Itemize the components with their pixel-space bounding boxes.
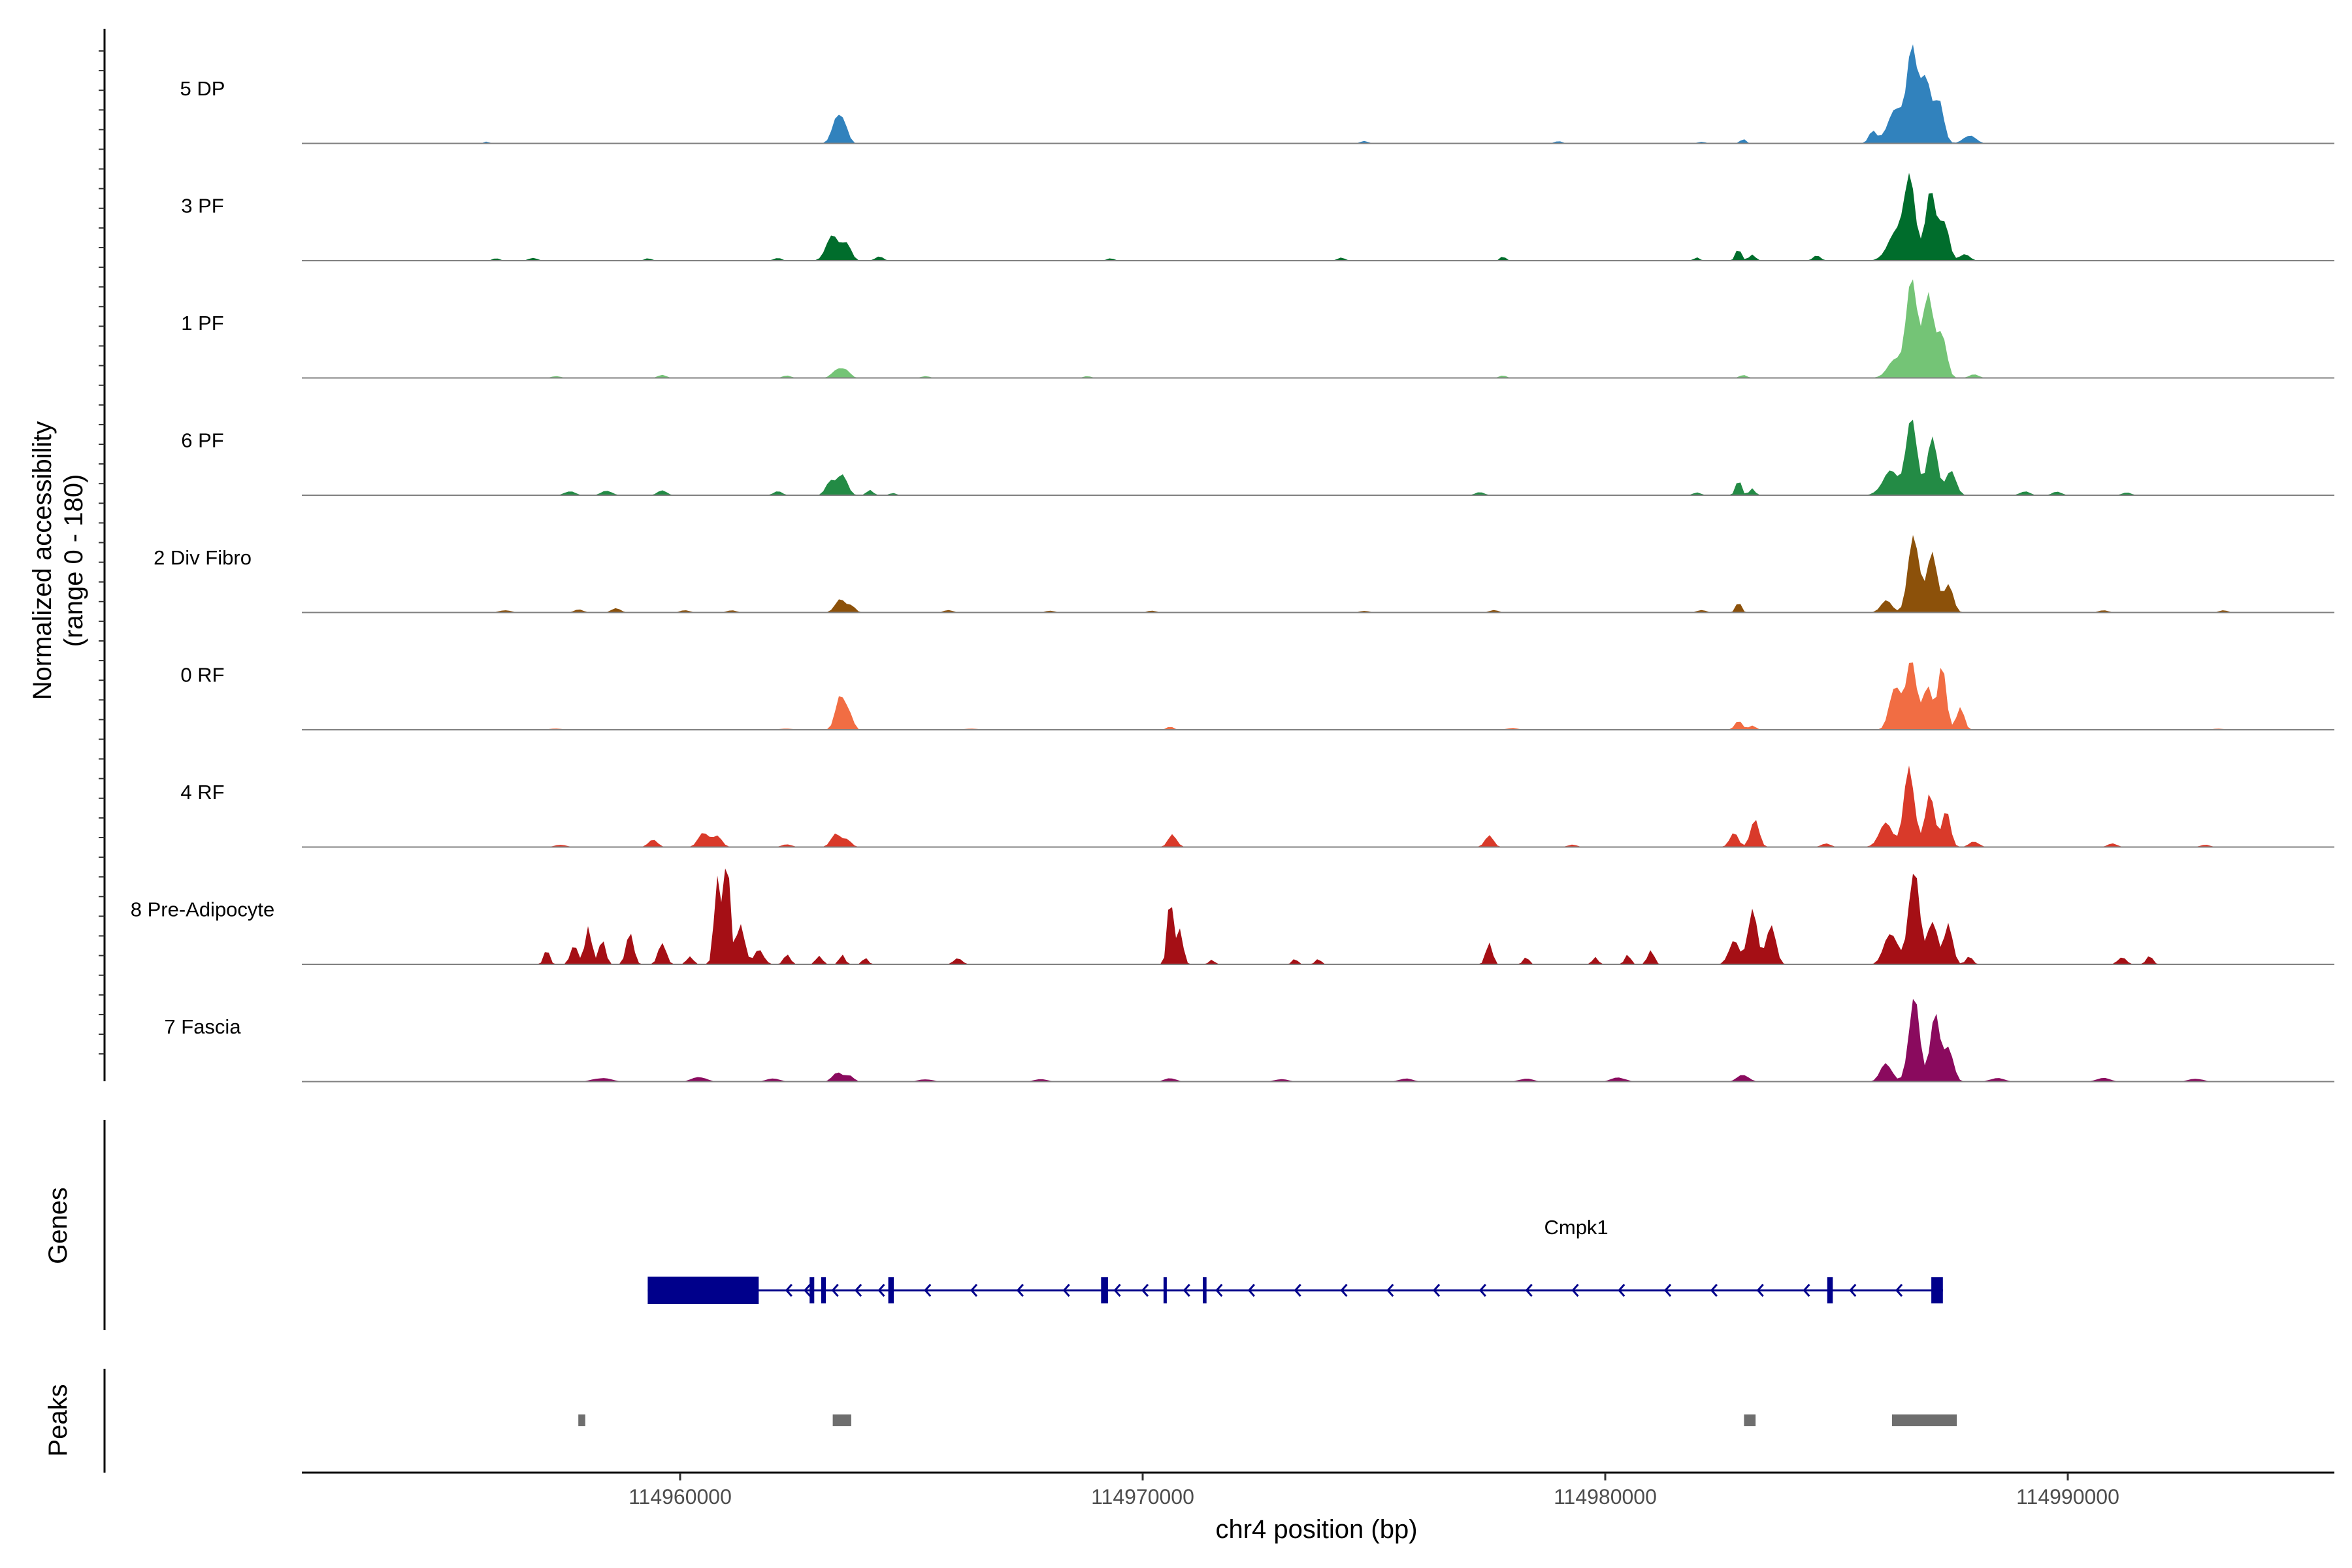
peaks-panel: Peaks <box>44 1369 1957 1473</box>
track-label-6-pf: 6 PF <box>181 429 223 452</box>
track-label-4-rf: 4 RF <box>180 781 224 804</box>
peak-regions <box>578 1414 1957 1426</box>
track-label-7-fascia: 7 Fascia <box>164 1015 241 1038</box>
coverage-area-2-div-fibro <box>302 534 2334 613</box>
gene-strand-arrow <box>1183 1284 1190 1297</box>
track-label-3-pf: 3 PF <box>181 195 223 218</box>
peak-region-bar <box>1892 1414 1957 1426</box>
peak-region-bar <box>578 1414 585 1426</box>
gene-strand-arrow <box>877 1284 885 1297</box>
gene-strand-arrow <box>924 1284 932 1297</box>
coverage-area-1-pf <box>302 279 2334 378</box>
x-tick-label: 114970000 <box>1091 1485 1194 1509</box>
coverage-area-7-fascia <box>302 998 2334 1082</box>
gene-exon <box>1163 1277 1167 1303</box>
gene-strand-arrow <box>1433 1284 1441 1297</box>
gene-strand-arrow <box>831 1284 839 1297</box>
gene-strand-arrow <box>785 1284 792 1297</box>
x-axis-title: chr4 position (bp) <box>1215 1515 1417 1544</box>
gene-strand-arrow <box>1478 1284 1486 1297</box>
gene-strand-arrow <box>1525 1284 1533 1297</box>
gene-exon <box>1827 1277 1833 1303</box>
gene-strand-arrow <box>1756 1284 1764 1297</box>
gene-exon <box>647 1277 759 1304</box>
gene-strand-arrow <box>1386 1284 1394 1297</box>
gene-strand-arrow <box>1664 1284 1672 1297</box>
track-label-8-pre-adipocyte: 8 Pre-Adipocyte <box>131 898 275 921</box>
x-axis: 114960000 114970000 114980000 114990000 chr… <box>302 1471 2334 1544</box>
gene-strand-arrow <box>1247 1284 1255 1297</box>
gene-strand-arrow <box>1618 1284 1625 1297</box>
x-tick-label: 114980000 <box>1554 1485 1657 1509</box>
genes-panel-title: Genes <box>44 1187 73 1264</box>
gene-strand-arrow <box>970 1284 978 1297</box>
gene-exon <box>888 1277 894 1303</box>
coverage-area-6-pf <box>302 419 2334 495</box>
track-labels: 5 DP 3 PF 1 PF 6 PF 2 Div Fibro 0 RF 4 RF 8 Pre… <box>131 77 275 1038</box>
gene-strand-arrow <box>1215 1284 1223 1297</box>
genes-panel: Genes Cmpk1 <box>44 1120 1943 1330</box>
track-label-1-pf: 1 PF <box>181 312 223 335</box>
gene-strand-arrow <box>1340 1284 1348 1297</box>
gene-strand-arrow <box>1803 1284 1810 1297</box>
gene-strand-arrow <box>1113 1284 1121 1297</box>
gene-strand-arrow <box>1571 1284 1579 1297</box>
gene-strand-arrow <box>804 1284 811 1297</box>
gene-strand-arrow <box>1895 1284 1903 1297</box>
x-tick-label: 114990000 <box>2016 1485 2119 1509</box>
gene-strand-arrow <box>1062 1284 1070 1297</box>
gene-name-label: Cmpk1 <box>1544 1216 1608 1239</box>
gene-strand-arrow <box>1710 1284 1718 1297</box>
gene-exon <box>1931 1277 1943 1303</box>
track-label-5-dp: 5 DP <box>180 77 225 100</box>
gene-exon <box>1101 1277 1108 1303</box>
peaks-panel-title: Peaks <box>44 1384 73 1456</box>
gene-model <box>647 1277 1943 1304</box>
gene-strand-arrow <box>1849 1284 1857 1297</box>
track-label-2-div-fibro: 2 Div Fibro <box>154 546 252 569</box>
gene-exon <box>1203 1277 1207 1303</box>
gene-strand-arrow <box>1141 1284 1149 1297</box>
x-axis-ticks: 114960000 114970000 114980000 114990000 <box>629 1473 2119 1509</box>
track-label-0-rf: 0 RF <box>180 664 224 687</box>
y-axis-title-line1: Normalized accessibility <box>28 421 57 700</box>
coverage-area-5-dp <box>302 44 2334 144</box>
coverage-area-8-pre-adipocyte <box>302 868 2334 964</box>
peak-region-bar <box>832 1414 851 1426</box>
gene-strand-arrow <box>1294 1284 1301 1297</box>
gene-exon <box>809 1277 815 1303</box>
gene-strand-arrow <box>1016 1284 1024 1297</box>
peak-region-bar <box>1744 1414 1756 1426</box>
coverage-area-4-rf <box>302 765 2334 847</box>
coverage-area-0-rf <box>302 662 2334 730</box>
gene-strand-arrow <box>855 1284 862 1297</box>
x-tick-label: 114960000 <box>629 1485 732 1509</box>
y-axis-title-line2: (range 0 - 180) <box>59 474 88 647</box>
coverage-tracks <box>302 44 2334 1083</box>
gene-exon <box>821 1277 826 1303</box>
coverage-y-ticks <box>99 50 105 1055</box>
coverage-y-axis: Normalized accessibility (range 0 - 180) <box>28 29 106 1081</box>
coverage-area-3-pf <box>302 172 2334 261</box>
